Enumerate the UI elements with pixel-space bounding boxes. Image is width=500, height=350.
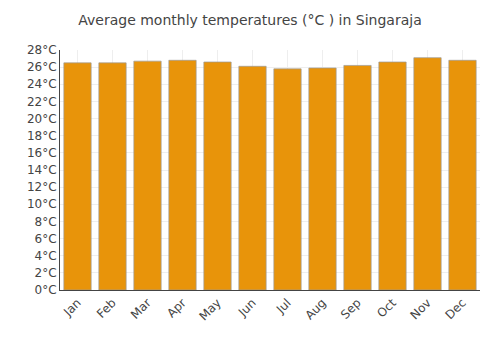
svg-text:4°C: 4°C [35, 249, 57, 263]
svg-text:Oct: Oct [374, 296, 399, 321]
svg-text:18°C: 18°C [27, 129, 57, 143]
svg-text:22°C: 22°C [27, 95, 57, 109]
svg-text:20°C: 20°C [27, 112, 57, 126]
svg-text:Apr: Apr [164, 296, 189, 321]
svg-text:16°C: 16°C [27, 146, 57, 160]
svg-text:14°C: 14°C [27, 163, 57, 177]
svg-text:Jul: Jul [273, 296, 294, 317]
svg-text:Dec: Dec [443, 296, 469, 322]
svg-text:6°C: 6°C [35, 232, 57, 246]
svg-text:Average monthly temperatures (: Average monthly temperatures (°C ) in Si… [78, 12, 421, 28]
svg-text:26°C: 26°C [27, 60, 57, 74]
svg-text:28°C: 28°C [27, 43, 57, 57]
svg-text:2°C: 2°C [35, 266, 57, 280]
svg-text:0°C: 0°C [35, 283, 57, 297]
svg-text:Feb: Feb [94, 296, 119, 321]
svg-text:May: May [196, 296, 223, 323]
svg-text:Nov: Nov [407, 296, 433, 322]
svg-text:Jan: Jan [60, 296, 84, 320]
svg-text:Mar: Mar [128, 296, 154, 322]
svg-text:12°C: 12°C [27, 180, 57, 194]
svg-text:Sep: Sep [338, 296, 364, 322]
svg-text:24°C: 24°C [27, 77, 57, 91]
svg-text:Aug: Aug [302, 296, 328, 322]
svg-text:10°C: 10°C [27, 197, 57, 211]
svg-text:Jun: Jun [235, 296, 259, 320]
svg-text:8°C: 8°C [35, 215, 57, 229]
